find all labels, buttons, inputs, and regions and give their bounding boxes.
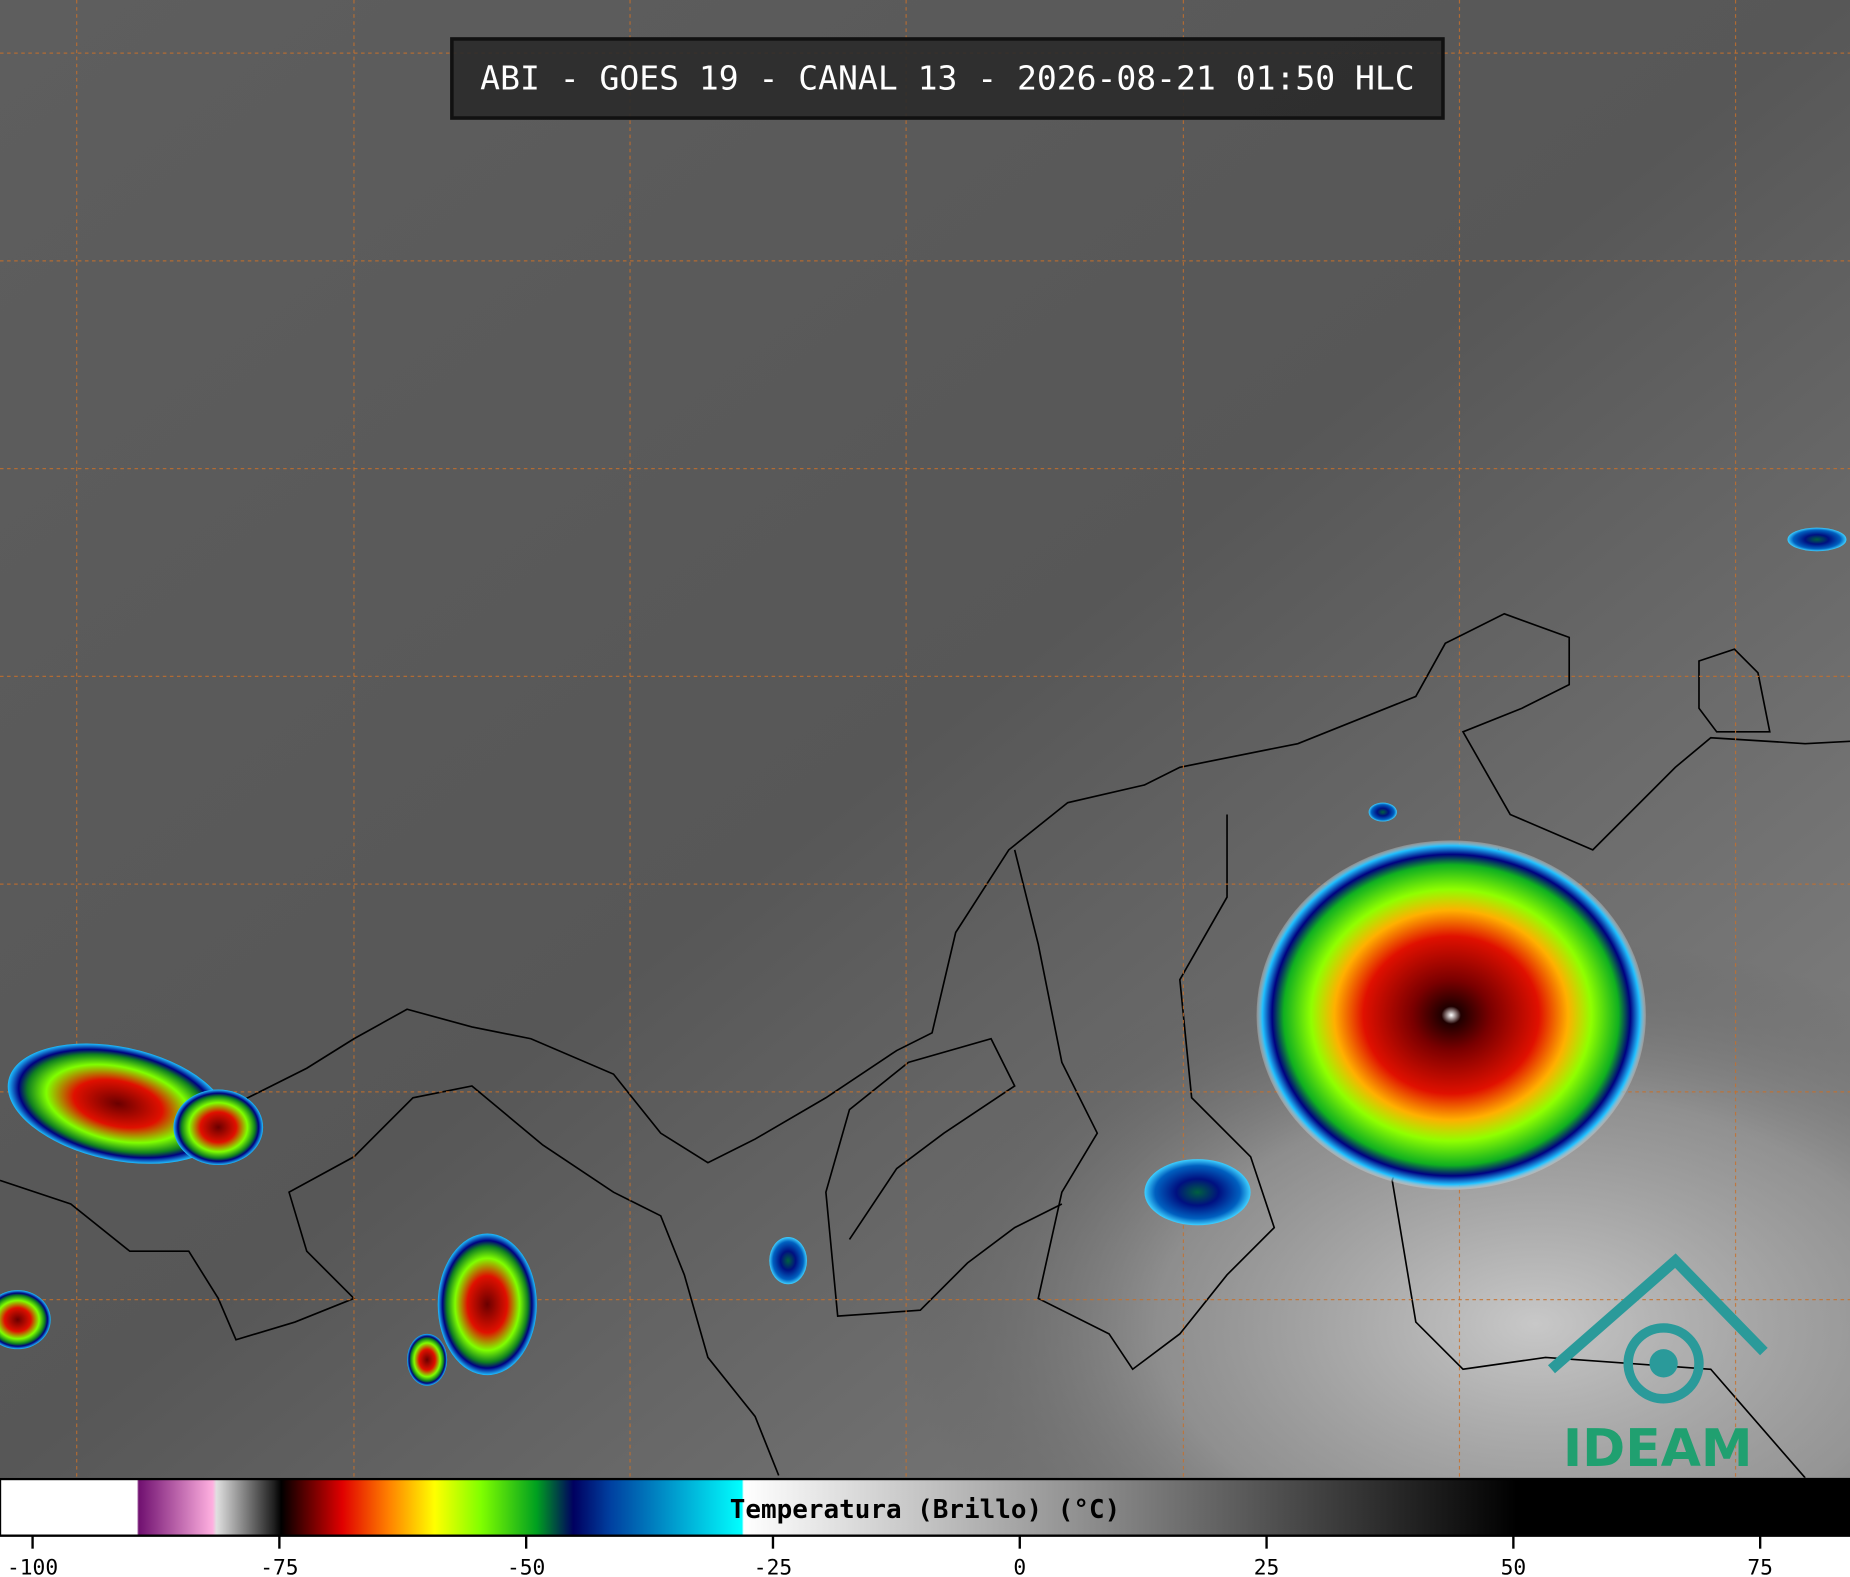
colorbar-tick-label: -25 <box>754 1556 792 1577</box>
convective-cells <box>0 527 1847 1386</box>
colorbar-tick-label: -50 <box>507 1556 545 1577</box>
colorbar-tick-label: -75 <box>260 1556 298 1577</box>
ideam-logo: IDEAM <box>1547 1253 1768 1479</box>
colorbar-tick-label: -100 <box>7 1556 58 1577</box>
colorbar <box>0 1477 1850 1537</box>
warm-land <box>589 708 1850 1478</box>
grid-lines <box>0 0 1850 1478</box>
colorbar-label: Temperatura (Brillo) (°C) <box>730 1495 1121 1525</box>
title: ABI - GOES 19 - CANAL 13 - 2026-08-21 01… <box>480 59 1414 98</box>
logo-text: IDEAM <box>1563 1419 1753 1479</box>
colorbar-tick-label: 0 <box>1013 1556 1026 1577</box>
title-box <box>450 37 1445 120</box>
colorbar-tick-label: 75 <box>1747 1556 1773 1577</box>
colorbar-tick-label: 50 <box>1501 1556 1527 1577</box>
colorbar-tick-label: 25 <box>1254 1556 1280 1577</box>
